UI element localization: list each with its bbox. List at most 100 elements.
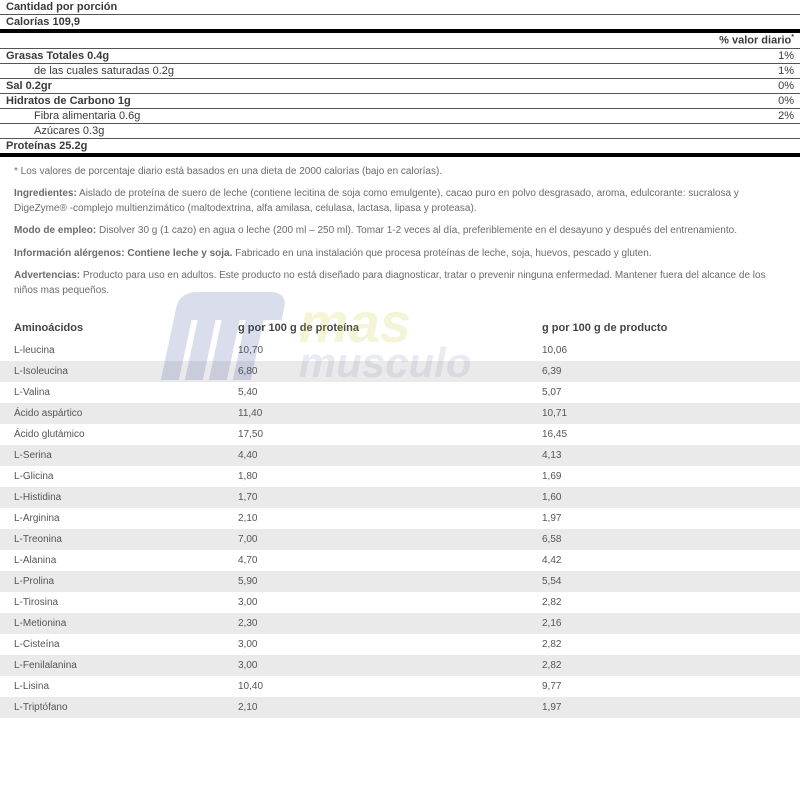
nutrient-label: de las cuales saturadas 0.2g [6, 65, 174, 77]
warning-label: Advertencias: [14, 270, 80, 281]
amino-cell: L-Cisteína [0, 634, 224, 655]
allergen-label: Información alérgenos: [14, 248, 125, 259]
amino-cell: L-Glicina [0, 466, 224, 487]
ingredients-label: Ingredientes: [14, 188, 77, 199]
amino-cell: 4,13 [528, 445, 800, 466]
nutrition-row: Proteínas 25.2g [0, 139, 800, 157]
amino-cell: L-Serina [0, 445, 224, 466]
allergen-bold: Contiene leche y soja. [125, 248, 233, 259]
amino-cell: L-Fenilalanina [0, 655, 224, 676]
amino-row: L-Tirosina3,002,82 [0, 592, 800, 613]
amino-cell: 10,06 [528, 340, 800, 361]
calories-value: 109,9 [52, 16, 80, 28]
amino-col1: Aminoácidos [0, 316, 224, 340]
amino-cell: 5,90 [224, 571, 528, 592]
amino-row: L-Arginina2,101,97 [0, 508, 800, 529]
amino-cell: Ácido aspártico [0, 403, 224, 424]
amino-cell: 5,54 [528, 571, 800, 592]
amino-row: L-Isoleucina6,806,39 [0, 361, 800, 382]
amino-cell: L-Valina [0, 382, 224, 403]
nutrition-row: Sal 0.2gr0% [0, 79, 800, 94]
amino-cell: 1,70 [224, 487, 528, 508]
amino-cell: 5,40 [224, 382, 528, 403]
allergen-text: Fabricado en una instalación que procesa… [232, 248, 651, 259]
usage-label: Modo de empleo: [14, 225, 96, 236]
amino-row: L-Cisteína3,002,82 [0, 634, 800, 655]
calories-cell: Calorías 109,9 [6, 16, 80, 28]
nutrient-label: Hidratos de Carbono 1g [6, 95, 131, 107]
amino-cell: 9,77 [528, 676, 800, 697]
amino-cell: 2,30 [224, 613, 528, 634]
amino-cell: 7,00 [224, 529, 528, 550]
amino-row: L-Metionina2,302,16 [0, 613, 800, 634]
nutrient-dv: 1% [778, 50, 794, 62]
amino-cell: L-Histidina [0, 487, 224, 508]
amino-header-row: Aminoácidos g por 100 g de proteína g po… [0, 316, 800, 340]
amino-cell: 5,07 [528, 382, 800, 403]
amino-cell: L-Treonina [0, 529, 224, 550]
amino-acid-table: Aminoácidos g por 100 g de proteína g po… [0, 316, 800, 718]
amino-cell: L-Metionina [0, 613, 224, 634]
amino-cell: 3,00 [224, 655, 528, 676]
amino-cell: 6,39 [528, 361, 800, 382]
amino-cell: 2,10 [224, 697, 528, 718]
amino-col3: g por 100 g de producto [528, 316, 800, 340]
amino-cell: 3,00 [224, 634, 528, 655]
amino-cell: L-Tirosina [0, 592, 224, 613]
footnote: * Los valores de porcentaje diario está … [14, 165, 786, 180]
amino-cell: L-Arginina [0, 508, 224, 529]
amino-cell: 6,80 [224, 361, 528, 382]
amino-cell: L-Isoleucina [0, 361, 224, 382]
notes-section: * Los valores de porcentaje diario está … [0, 157, 800, 315]
amino-cell: 1,69 [528, 466, 800, 487]
amino-row: L-Treonina7,006,58 [0, 529, 800, 550]
nutrition-facts-table: Cantidad por porción Calorías 109,9 % va… [0, 0, 800, 157]
amino-row: L-leucina10,7010,06 [0, 340, 800, 361]
amino-cell: L-Triptófano [0, 697, 224, 718]
usage: Modo de empleo: Disolver 30 g (1 cazo) e… [14, 224, 786, 239]
nutrient-label: Grasas Totales 0.4g [6, 50, 109, 62]
nutrient-dv: 0% [778, 80, 794, 92]
nutrition-row: de las cuales saturadas 0.2g 1% [0, 64, 800, 79]
amino-cell: 10,70 [224, 340, 528, 361]
nutrient-dv: 2% [778, 110, 794, 122]
nutrient-label: Proteínas 25.2g [6, 140, 87, 152]
allergen: Información alérgenos: Contiene leche y … [14, 247, 786, 262]
nutrition-row: Fibra alimentaria 0.6g 2% [0, 109, 800, 124]
amino-cell: L-Lisina [0, 676, 224, 697]
amino-row: L-Triptófano2,101,97 [0, 697, 800, 718]
usage-text: Disolver 30 g (1 cazo) en agua o leche (… [96, 225, 737, 236]
nutrient-dv: 1% [778, 65, 794, 77]
warnings: Advertencias: Producto para uso en adult… [14, 269, 786, 298]
amino-cell: L-Prolina [0, 571, 224, 592]
amino-row: L-Glicina1,801,69 [0, 466, 800, 487]
serving-label: Cantidad por porción [6, 1, 117, 13]
amino-cell: 1,97 [528, 508, 800, 529]
amino-cell: 3,00 [224, 592, 528, 613]
amino-cell: L-leucina [0, 340, 224, 361]
amino-cell: 1,60 [528, 487, 800, 508]
calories-label: Calorías [6, 16, 49, 28]
amino-cell: 1,97 [528, 697, 800, 718]
warning-text: Producto para uso en adultos. Este produ… [14, 270, 766, 296]
amino-cell: 2,10 [224, 508, 528, 529]
amino-row: L-Valina5,405,07 [0, 382, 800, 403]
nutrition-row: Azúcares 0.3g [0, 124, 800, 139]
nutrient-label: Azúcares 0.3g [6, 125, 104, 137]
nutrient-dv: 0% [778, 95, 794, 107]
amino-row: Ácido glutámico17,5016,45 [0, 424, 800, 445]
amino-cell: 10,40 [224, 676, 528, 697]
nutrient-label: Fibra alimentaria 0.6g [6, 110, 140, 122]
amino-row: L-Lisina10,409,77 [0, 676, 800, 697]
nutrition-row: Hidratos de Carbono 1g 0% [0, 94, 800, 109]
amino-cell: 1,80 [224, 466, 528, 487]
amino-cell: 4,42 [528, 550, 800, 571]
amino-row: L-Histidina1,701,60 [0, 487, 800, 508]
amino-row: L-Alanina4,704,42 [0, 550, 800, 571]
amino-cell: 17,50 [224, 424, 528, 445]
amino-cell: 2,16 [528, 613, 800, 634]
amino-col2: g por 100 g de proteína [224, 316, 528, 340]
amino-cell: 2,82 [528, 655, 800, 676]
ingredients-text: Aislado de proteína de suero de leche (c… [14, 188, 739, 214]
daily-value-header: % valor diario* [0, 33, 800, 49]
